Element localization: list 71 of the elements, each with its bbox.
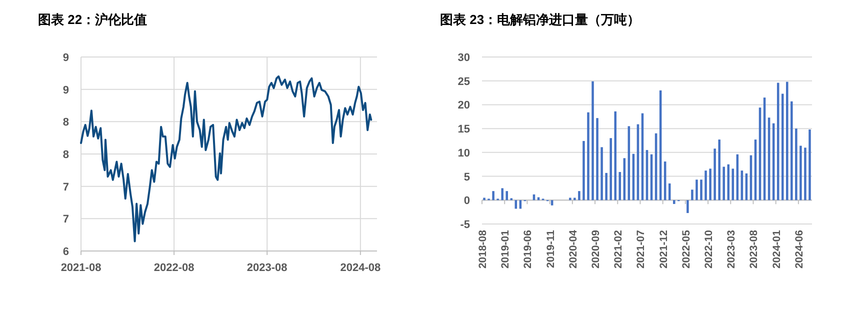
bar: [686, 200, 689, 214]
x-tick-label: 2023-08: [246, 262, 288, 274]
bar: [786, 82, 788, 200]
bar: [492, 191, 494, 200]
x-tick-label: 2019-11: [544, 230, 557, 268]
y-tick-label: 0: [464, 195, 470, 208]
bar: [550, 200, 554, 206]
bar: [614, 111, 616, 200]
bar: [718, 140, 720, 200]
x-tick-label: 2021-02: [612, 230, 625, 269]
y-tick-label: -5: [460, 219, 470, 231]
bar: [483, 198, 486, 200]
bar: [691, 190, 694, 200]
y-tick-label: 7: [62, 181, 69, 194]
y-tick-label: 10: [458, 147, 470, 160]
y-tick-label: 9: [62, 52, 69, 64]
x-tick-label: 2020-09: [590, 230, 602, 269]
bar: [804, 148, 806, 200]
y-tick-label: 15: [458, 124, 470, 136]
bar: [800, 146, 802, 200]
bar: [696, 180, 698, 200]
y-tick-label: 8: [62, 116, 69, 129]
bar: [808, 130, 811, 200]
x-tick-label: 2023-08: [748, 230, 760, 269]
y-tick-label: 6: [62, 246, 69, 258]
x-tick-label: 2024-06: [793, 230, 806, 269]
bar: [795, 128, 798, 200]
x-tick-label: 2024-08: [340, 262, 381, 274]
x-tick-label: 2022-05: [680, 230, 692, 269]
y-tick-label: 9: [62, 84, 69, 96]
y-tick-label: 7: [62, 214, 69, 226]
x-tick-label: 2023-03: [726, 230, 738, 269]
bar: [578, 191, 580, 200]
bar: [610, 138, 612, 200]
x-tick-label: 2018-08: [477, 230, 489, 269]
x-tick-label: 2021-08: [60, 262, 102, 274]
y-tick-label: 5: [464, 171, 470, 184]
x-tick-label: 2019-01: [500, 230, 512, 269]
y-tick-label: 25: [458, 76, 470, 88]
x-tick-label: 2024-01: [770, 230, 783, 269]
x-tick-label: 2019-06: [522, 230, 534, 269]
bar: [592, 81, 594, 200]
bar: [569, 198, 572, 200]
bar: [714, 148, 716, 200]
y-tick-label: 30: [458, 52, 470, 64]
bar: [501, 188, 504, 200]
bar: [722, 166, 725, 200]
bar: [700, 180, 702, 200]
bar: [618, 172, 622, 200]
bar: [727, 164, 730, 200]
line-series: [80, 75, 372, 242]
bar: [596, 118, 598, 200]
x-tick-label: 2022-10: [703, 230, 716, 269]
x-tick-label: 2022-08: [154, 262, 194, 274]
bar: [574, 198, 576, 200]
x-tick-label: 2021-12: [658, 230, 670, 269]
bar: [790, 101, 793, 200]
bar: [506, 191, 508, 200]
y-tick-label: 20: [458, 100, 470, 112]
bar: [704, 170, 707, 200]
bar: [600, 147, 603, 200]
y-tick-label: 8: [62, 149, 69, 161]
bar: [709, 168, 712, 200]
bar: [672, 200, 676, 204]
x-tick-label: 2021-07: [635, 230, 648, 269]
bar: [582, 140, 585, 200]
x-tick-label: 2020-04: [567, 230, 580, 269]
bar: [587, 112, 590, 200]
bar: [605, 172, 608, 200]
chart-title: 图表 22：沪伦比值: [38, 12, 148, 27]
chart-title: 图表 23：电解铝净进口量（万吨）: [440, 12, 640, 27]
